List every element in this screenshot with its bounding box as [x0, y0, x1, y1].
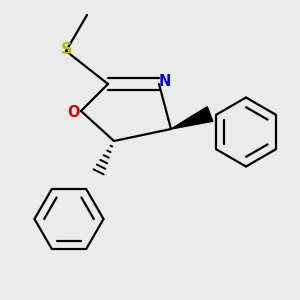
Text: N: N — [158, 74, 171, 88]
Text: O: O — [67, 105, 80, 120]
Text: S: S — [61, 42, 72, 57]
Polygon shape — [171, 107, 213, 129]
